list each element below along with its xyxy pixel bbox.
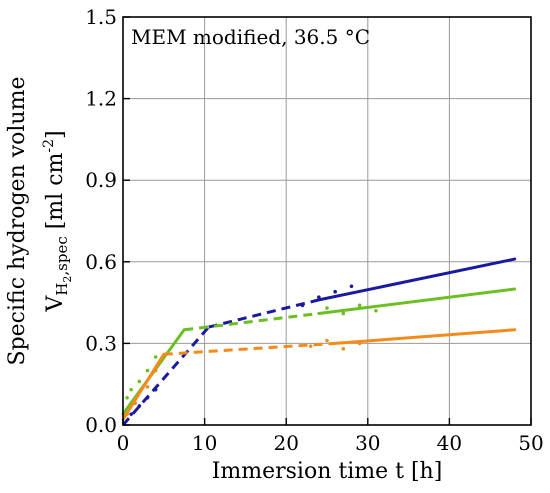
grid	[123, 17, 531, 425]
y-axis-symbol: V	[43, 295, 68, 313]
data-point	[308, 344, 313, 348]
x-tick-label: 40	[437, 431, 462, 455]
y-tick-label: 0.0	[85, 413, 117, 437]
data-point	[145, 368, 150, 373]
data-point	[129, 412, 133, 416]
y-tick-label: 0.3	[85, 331, 117, 355]
data-point	[125, 412, 129, 416]
y-axis-subscript-spec: ,spec	[53, 236, 71, 275]
y-axis-unit-exponent: -2	[41, 139, 57, 153]
y-axis-unit-close: ]	[43, 130, 68, 139]
y-axis-subscript-h: H	[53, 283, 71, 296]
data-point	[341, 311, 346, 316]
x-tick-label: 50	[518, 431, 543, 455]
data-point	[325, 306, 329, 310]
fit-line-dashed	[184, 311, 320, 332]
fit-line-dashed	[163, 341, 336, 356]
y-tick-label: 1.5	[85, 5, 117, 29]
series-layer	[121, 257, 517, 426]
tick-labels: 0 10 20 30 40 50 0.0 0.3 0.6 0.9 1.2 1.5	[85, 5, 544, 455]
data-point	[145, 396, 150, 400]
data-point	[137, 379, 142, 384]
chart-annotation: MEM modified, 36.5 °C	[131, 25, 370, 49]
x-tick-label: 0	[117, 431, 130, 455]
fit-line-solid	[317, 257, 517, 302]
y-axis-subscript-2: 2	[61, 276, 74, 283]
data-point	[125, 396, 129, 400]
axis-ticks	[122, 16, 532, 426]
data-point	[325, 338, 329, 343]
series-0	[121, 257, 517, 426]
data-point	[129, 387, 133, 392]
data-point	[145, 385, 150, 389]
data-point	[153, 368, 158, 373]
data-point	[349, 284, 354, 289]
y-tick-label: 1.2	[85, 87, 117, 111]
fit-line-dashed	[208, 298, 320, 329]
y-axis-unit: [ml cm	[43, 152, 68, 236]
fit-line-solid	[121, 352, 166, 422]
series-2	[121, 328, 517, 422]
plot-frame	[122, 16, 532, 426]
data-point	[153, 387, 158, 392]
data-point	[317, 295, 321, 299]
data-point	[341, 347, 346, 351]
data-point	[374, 308, 378, 313]
data-point	[137, 404, 142, 408]
data-point	[357, 341, 362, 346]
data-point	[357, 303, 362, 308]
y-tick-label: 0.9	[85, 168, 117, 192]
y-axis-title-line1: Specific hydrogen volume	[5, 77, 30, 366]
fit-line-solid	[317, 287, 517, 315]
x-tick-label: 10	[192, 431, 217, 455]
data-point	[153, 355, 158, 359]
fit-line-dashed	[121, 326, 210, 426]
y-tick-label: 0.6	[85, 250, 117, 274]
fit-line-solid	[333, 328, 517, 345]
data-point	[300, 303, 305, 308]
x-axis-title: Immersion time t [h]	[212, 459, 443, 484]
x-tick-label: 30	[355, 431, 380, 455]
data-point	[133, 401, 138, 406]
y-axis-title-line2: VH2,spec [ml cm-2]	[41, 130, 74, 312]
x-tick-label: 20	[273, 431, 298, 455]
series-1	[121, 287, 517, 416]
data-point	[333, 289, 337, 294]
